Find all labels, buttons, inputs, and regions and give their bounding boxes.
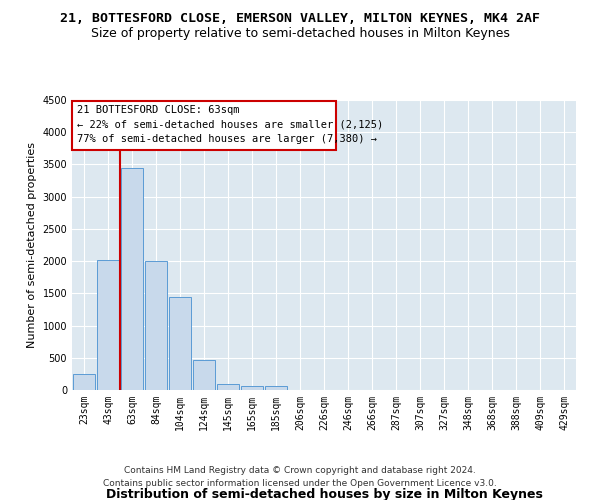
Bar xyxy=(145,261,167,390)
Bar xyxy=(121,168,143,390)
Bar xyxy=(193,360,215,390)
FancyBboxPatch shape xyxy=(72,100,336,150)
X-axis label: Distribution of semi-detached houses by size in Milton Keynes: Distribution of semi-detached houses by … xyxy=(106,488,542,500)
Bar xyxy=(265,386,287,390)
Bar xyxy=(97,260,119,390)
Bar xyxy=(169,296,191,390)
Bar xyxy=(73,374,95,390)
Text: Size of property relative to semi-detached houses in Milton Keynes: Size of property relative to semi-detach… xyxy=(91,28,509,40)
Text: 21, BOTTESFORD CLOSE, EMERSON VALLEY, MILTON KEYNES, MK4 2AF: 21, BOTTESFORD CLOSE, EMERSON VALLEY, MI… xyxy=(60,12,540,26)
Text: 21 BOTTESFORD CLOSE: 63sqm
← 22% of semi-detached houses are smaller (2,125)
77%: 21 BOTTESFORD CLOSE: 63sqm ← 22% of semi… xyxy=(77,104,383,144)
Text: Contains HM Land Registry data © Crown copyright and database right 2024.
Contai: Contains HM Land Registry data © Crown c… xyxy=(103,466,497,487)
Bar xyxy=(217,384,239,390)
Y-axis label: Number of semi-detached properties: Number of semi-detached properties xyxy=(27,142,37,348)
Bar xyxy=(241,386,263,390)
